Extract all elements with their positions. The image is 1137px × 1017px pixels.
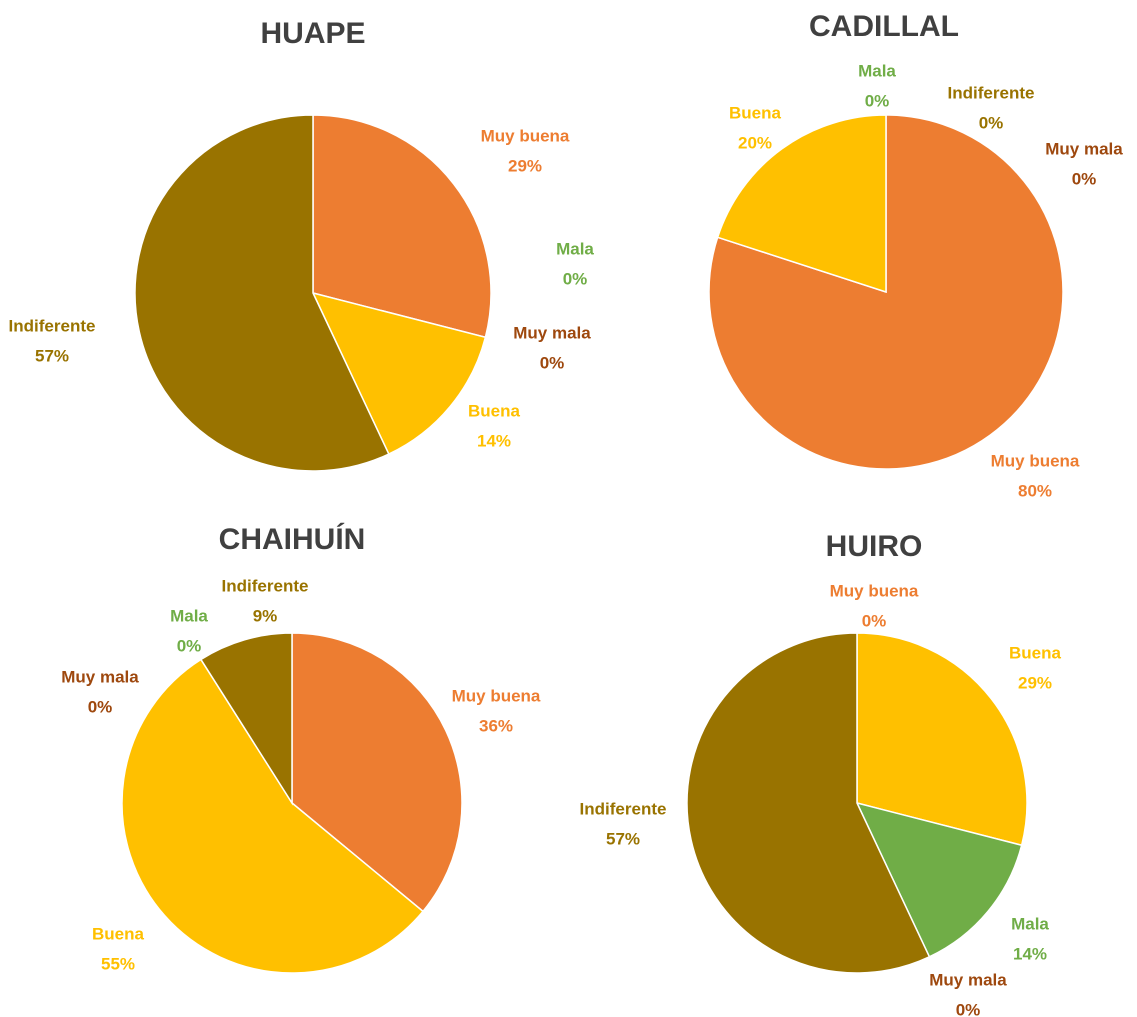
slice-label: Indiferente bbox=[948, 83, 1035, 102]
pie-chart: HUIRO Muy buena 0% Buena 29% Mala 14% Muy mala 0… bbox=[580, 530, 1062, 1017]
chart-title: CADILLAL bbox=[809, 10, 959, 43]
slice-label: Muy mala bbox=[61, 667, 139, 686]
pie-slice bbox=[708, 114, 1064, 470]
slice-label: Buena bbox=[92, 924, 145, 943]
pie-slice bbox=[716, 114, 887, 294]
slice-value-label: 0% bbox=[979, 113, 1004, 132]
chart-title: HUIRO bbox=[826, 530, 923, 563]
slice-label: Muy mala bbox=[1045, 139, 1123, 158]
slice-value-label: 0% bbox=[865, 91, 890, 110]
slice-label: Mala bbox=[858, 61, 896, 80]
chart-title: HUAPE bbox=[260, 17, 365, 50]
slice-value-label: 0% bbox=[563, 269, 588, 288]
slice-value-label: 0% bbox=[862, 611, 887, 630]
pie-slice bbox=[856, 632, 1028, 847]
slice-label: Muy buena bbox=[830, 581, 919, 600]
slice-label: Buena bbox=[729, 103, 782, 122]
pie-chart: CHAIHUÍN Muy buena 36% Buena 55% Muy mala 0% Ma… bbox=[61, 522, 541, 974]
pie-slice bbox=[121, 658, 425, 974]
pie-slice bbox=[855, 801, 1023, 958]
slice-value-label: 0% bbox=[956, 1000, 981, 1017]
pie-slice bbox=[291, 632, 463, 913]
slice-label: Muy mala bbox=[929, 970, 1007, 989]
slice-value-label: 80% bbox=[1018, 481, 1052, 500]
slice-label: Muy mala bbox=[513, 323, 591, 342]
slice-label: Buena bbox=[1009, 643, 1062, 662]
slice-value-label: 36% bbox=[479, 716, 513, 735]
slice-value-label: 57% bbox=[606, 829, 640, 848]
pie-slice bbox=[686, 632, 931, 974]
slice-value-label: 0% bbox=[88, 697, 113, 716]
slice-label: Indiferente bbox=[9, 316, 96, 335]
pie-slice bbox=[199, 632, 293, 806]
slice-label: Indiferente bbox=[580, 799, 667, 818]
slice-value-label: 0% bbox=[177, 636, 202, 655]
slice-value-label: 29% bbox=[1018, 673, 1052, 692]
slice-label: Mala bbox=[170, 606, 208, 625]
slice-value-label: 0% bbox=[1072, 169, 1097, 188]
slice-label: Buena bbox=[468, 401, 521, 420]
slice-label: Muy buena bbox=[452, 686, 541, 705]
slice-value-label: 20% bbox=[738, 133, 772, 152]
slice-label: Muy buena bbox=[991, 451, 1080, 470]
slice-value-label: 29% bbox=[508, 156, 542, 175]
slice-value-label: 0% bbox=[540, 353, 565, 372]
slice-value-label: 14% bbox=[477, 431, 511, 450]
slice-label: Mala bbox=[556, 239, 594, 258]
slice-label: Mala bbox=[1011, 914, 1049, 933]
pie-chart: HUAPE Muy buena 29% Buena 14% Mala 0% Muy mala 0… bbox=[9, 17, 594, 472]
slice-label: Indiferente bbox=[222, 576, 309, 595]
slice-value-label: 14% bbox=[1013, 944, 1047, 963]
pie-chart: CADILLAL Muy buena 80% Buena 20% Mala 0% Muy ma… bbox=[708, 10, 1123, 500]
slice-value-label: 55% bbox=[101, 954, 135, 973]
slice-value-label: 9% bbox=[253, 606, 278, 625]
pie-slice bbox=[311, 291, 487, 456]
slice-label: Muy buena bbox=[481, 126, 570, 145]
slice-value-label: 57% bbox=[35, 346, 69, 365]
chart-title: CHAIHUÍN bbox=[219, 522, 366, 556]
pie-slice bbox=[134, 114, 390, 472]
pie-slice bbox=[312, 114, 492, 339]
